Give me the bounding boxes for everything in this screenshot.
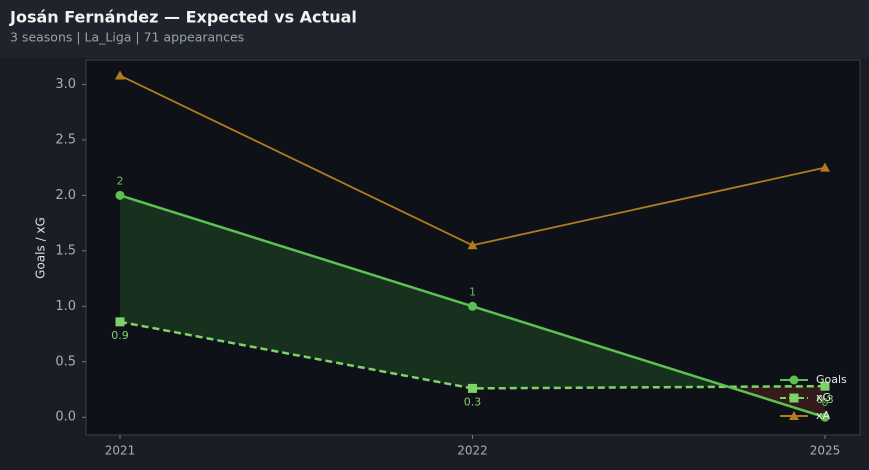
x-tick-label: 2022 <box>457 444 488 458</box>
legend-label: Goals <box>816 373 847 386</box>
y-tick-label: 2.5 <box>55 132 76 147</box>
data-label: 0 <box>822 396 829 409</box>
point <box>467 240 478 250</box>
data-label: 2 <box>117 174 124 187</box>
point <box>115 190 125 200</box>
point <box>115 317 125 327</box>
legend-label: xG <box>816 391 831 404</box>
y-tick-label: 2.0 <box>55 188 76 203</box>
x-tick-label: 2021 <box>105 444 136 458</box>
y-tick-label: 3.0 <box>55 77 76 92</box>
point <box>820 412 830 422</box>
chart-title: Josán Fernández — Expected vs Actual <box>9 8 357 27</box>
chart-subtitle: 3 seasons | La_Liga | 71 appearances <box>10 30 244 45</box>
legend-marker <box>789 411 799 420</box>
y-tick-label: 1.5 <box>55 243 76 258</box>
diff-area <box>120 195 473 389</box>
legend-marker <box>789 375 799 385</box>
y-axis-label: Goals / xG <box>34 217 48 279</box>
data-label: 0.3 <box>464 395 482 408</box>
header-band <box>0 0 869 58</box>
point <box>468 383 477 393</box>
point <box>820 381 830 391</box>
y-tick-label: 1.0 <box>55 299 76 314</box>
data-label: 0.9 <box>111 329 129 342</box>
legend-marker <box>789 393 799 403</box>
data-label: 1 <box>469 285 476 298</box>
data-label: 0.3 <box>816 393 834 406</box>
point <box>115 70 125 80</box>
point <box>820 162 830 172</box>
x-tick-label: 2025 <box>810 444 841 458</box>
y-tick-label: 0.5 <box>55 354 76 369</box>
point <box>468 301 477 311</box>
legend-label: xA <box>816 409 831 422</box>
y-tick-label: 0.0 <box>55 410 76 425</box>
